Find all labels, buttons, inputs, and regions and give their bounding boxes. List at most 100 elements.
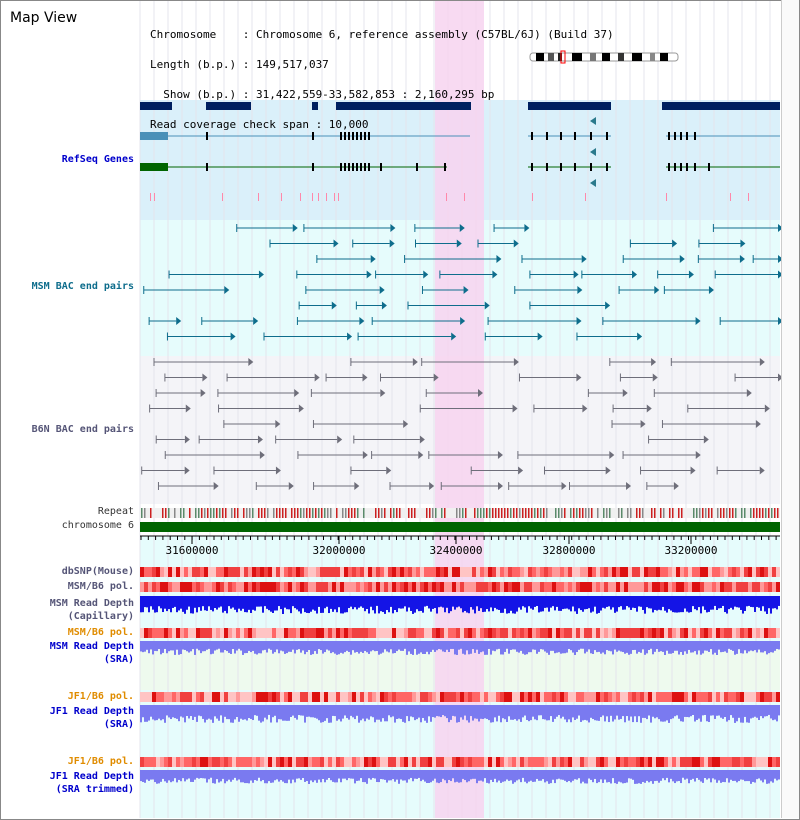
heat-cell bbox=[532, 582, 536, 592]
heat-cell bbox=[592, 757, 596, 767]
bac-end-arrow bbox=[708, 286, 714, 294]
strand-arrow bbox=[590, 117, 596, 125]
track-label-b6n-bac[interactable]: B6N BAC end pairs bbox=[31, 424, 134, 435]
depth-bar bbox=[284, 705, 286, 721]
depth-bar bbox=[670, 770, 672, 779]
heat-cell bbox=[680, 567, 684, 577]
track-label-chromosome[interactable]: chromosome 6 bbox=[61, 520, 134, 531]
repeat-element bbox=[213, 508, 215, 518]
track-label-jf1-depth-trim[interactable]: JF1 Read Depth bbox=[49, 771, 134, 782]
track-label-msm-depth-cap[interactable]: MSM Read Depth bbox=[49, 598, 134, 609]
heat-cell bbox=[600, 628, 604, 638]
depth-bar bbox=[586, 596, 588, 610]
track-label-msm-bac[interactable]: MSM BAC end pairs bbox=[31, 281, 134, 292]
heat-cell bbox=[640, 628, 644, 638]
gene-exon bbox=[360, 163, 362, 171]
depth-bar bbox=[584, 770, 586, 784]
heat-cell bbox=[576, 628, 580, 638]
depth-bar bbox=[630, 596, 632, 610]
depth-bar bbox=[312, 596, 314, 610]
depth-bar bbox=[610, 596, 612, 610]
track-label-refseq[interactable]: RefSeq Genes bbox=[61, 154, 134, 165]
depth-bar bbox=[140, 596, 142, 613]
depth-bar bbox=[438, 596, 440, 608]
heat-cell bbox=[176, 757, 180, 767]
heat-cell bbox=[604, 692, 608, 702]
depth-bar bbox=[334, 641, 336, 654]
depth-bar bbox=[516, 770, 518, 781]
track-label-repeat[interactable]: Repeat bbox=[97, 506, 134, 517]
depth-bar bbox=[714, 596, 716, 606]
depth-bar bbox=[774, 705, 776, 720]
depth-bar bbox=[156, 641, 158, 652]
track-label-jf1-pol-2[interactable]: JF1/B6 pol. bbox=[67, 756, 134, 767]
heat-cell bbox=[204, 628, 208, 638]
heat-cell bbox=[724, 692, 728, 702]
depth-bar bbox=[582, 705, 584, 721]
depth-bar bbox=[726, 596, 728, 614]
depth-bar bbox=[336, 596, 338, 613]
depth-bar bbox=[364, 641, 366, 651]
depth-bar bbox=[712, 641, 714, 655]
heat-cell bbox=[320, 567, 324, 577]
track-label-dbsnp[interactable]: dbSNP(Mouse) bbox=[61, 566, 134, 577]
depth-bar bbox=[538, 641, 540, 652]
depth-bar bbox=[468, 596, 470, 614]
heat-cell bbox=[552, 567, 556, 577]
depth-bar bbox=[196, 641, 198, 649]
scrollbar[interactable] bbox=[781, 0, 799, 818]
depth-bar bbox=[590, 641, 592, 654]
heat-cell bbox=[772, 567, 776, 577]
depth-bar bbox=[664, 770, 666, 781]
heat-cell bbox=[660, 567, 664, 577]
track-label-msm-depth-sra[interactable]: MSM Read Depth bbox=[49, 641, 134, 652]
heat-cell bbox=[656, 567, 660, 577]
track-label-jf1-pol-1[interactable]: JF1/B6 pol. bbox=[67, 691, 134, 702]
depth-bar bbox=[254, 641, 256, 654]
depth-bar bbox=[614, 705, 616, 720]
depth-bar bbox=[428, 641, 430, 655]
depth-bar bbox=[488, 770, 490, 784]
repeat-element bbox=[426, 508, 428, 518]
depth-bar bbox=[750, 641, 752, 651]
heat-cell bbox=[620, 757, 624, 767]
depth-bar bbox=[382, 596, 384, 613]
heat-cell bbox=[204, 757, 208, 767]
depth-bar bbox=[204, 770, 206, 779]
depth-bar bbox=[542, 770, 544, 780]
heat-cell bbox=[216, 692, 220, 702]
depth-bar bbox=[542, 641, 544, 650]
heat-cell bbox=[580, 757, 584, 767]
heat-cell bbox=[356, 567, 360, 577]
heat-cell bbox=[280, 567, 284, 577]
depth-bar bbox=[374, 596, 376, 614]
repeat-element bbox=[411, 508, 413, 518]
heat-cell bbox=[320, 582, 324, 592]
depth-bar bbox=[194, 641, 196, 655]
track-label-jf1-depth-sra[interactable]: JF1 Read Depth bbox=[49, 706, 134, 717]
depth-bar bbox=[354, 770, 356, 784]
depth-bar bbox=[686, 596, 688, 612]
depth-bar bbox=[750, 770, 752, 784]
depth-bar bbox=[210, 770, 212, 778]
gene-exon bbox=[312, 132, 314, 140]
depth-bar bbox=[244, 705, 246, 720]
depth-bar bbox=[236, 596, 238, 613]
repeat-element bbox=[582, 508, 584, 518]
depth-bar bbox=[418, 705, 420, 718]
depth-bar bbox=[542, 596, 544, 612]
repeat-element bbox=[309, 508, 311, 518]
heat-cell bbox=[256, 757, 260, 767]
heat-cell bbox=[668, 567, 672, 577]
depth-bar bbox=[348, 705, 350, 720]
depth-bar bbox=[734, 770, 736, 781]
track-label-msm-pol-1[interactable]: MSM/B6 pol. bbox=[67, 581, 134, 592]
depth-bar bbox=[618, 641, 620, 651]
depth-bar bbox=[560, 705, 562, 719]
depth-bar bbox=[172, 641, 174, 651]
heat-cell bbox=[608, 757, 612, 767]
heat-cell bbox=[416, 567, 420, 577]
heat-cell bbox=[772, 628, 776, 638]
track-label-msm-pol-2[interactable]: MSM/B6 pol. bbox=[67, 627, 134, 638]
